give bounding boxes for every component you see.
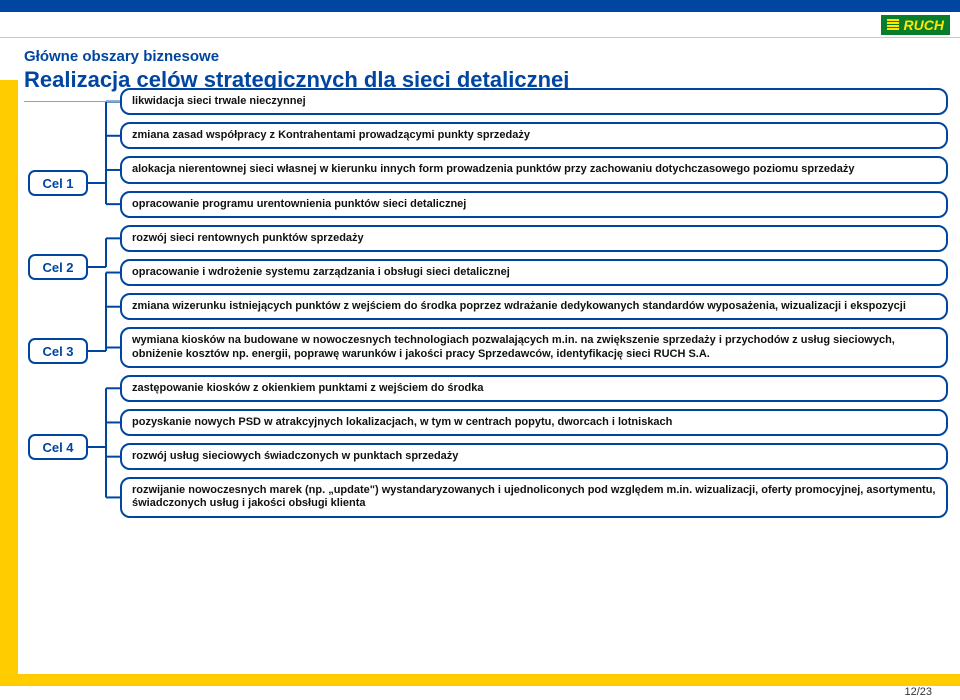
item-box-8: zastępowanie kiosków z okienkiem punktam…: [120, 375, 948, 402]
item-box-7: wymiana kiosków na budowane w nowoczesny…: [120, 327, 948, 367]
logo-stripes-icon: [887, 19, 899, 30]
logo: RUCH: [881, 15, 950, 35]
item-box-3: opracowanie programu urentownienia punkt…: [120, 191, 948, 218]
top-bar: [0, 0, 960, 12]
item-box-1: zmiana zasad współpracy z Kontrahentami …: [120, 122, 948, 149]
page-number: 12/23: [904, 686, 932, 698]
cel-box-3: Cel 3: [28, 338, 88, 364]
item-box-11: rozwijanie nowoczesnych marek (np. „upda…: [120, 477, 948, 517]
logo-bar: RUCH: [0, 12, 960, 38]
cel-box-2: Cel 2: [28, 254, 88, 280]
item-box-5: opracowanie i wdrożenie systemu zarządza…: [120, 259, 948, 286]
item-box-10: rozwój usług sieciowych świadczonych w p…: [120, 443, 948, 470]
item-box-6: zmiana wizerunku istniejących punktów z …: [120, 293, 948, 320]
item-box-4: rozwój sieci rentownych punktów sprzedaż…: [120, 225, 948, 252]
left-column: Cel 1 Cel 2 Cel 3 Cel 4: [22, 88, 96, 670]
item-box-9: pozyskanie nowych PSD w atrakcyjnych lok…: [120, 409, 948, 436]
cel-box-4: Cel 4: [28, 434, 88, 460]
item-box-0: likwidacja sieci trwale nieczynnej: [120, 88, 948, 115]
subtitle: Główne obszary biznesowe: [24, 48, 936, 65]
right-column: likwidacja sieci trwale nieczynnej zmiana…: [96, 88, 948, 670]
item-box-2: alokacja nierentownej sieci własnej w ki…: [120, 156, 948, 183]
cel-box-1: Cel 1: [28, 170, 88, 196]
content-area: Cel 1 Cel 2 Cel 3 Cel 4 likwidacja sieci tr…: [22, 88, 948, 670]
logo-text: RUCH: [904, 17, 944, 33]
